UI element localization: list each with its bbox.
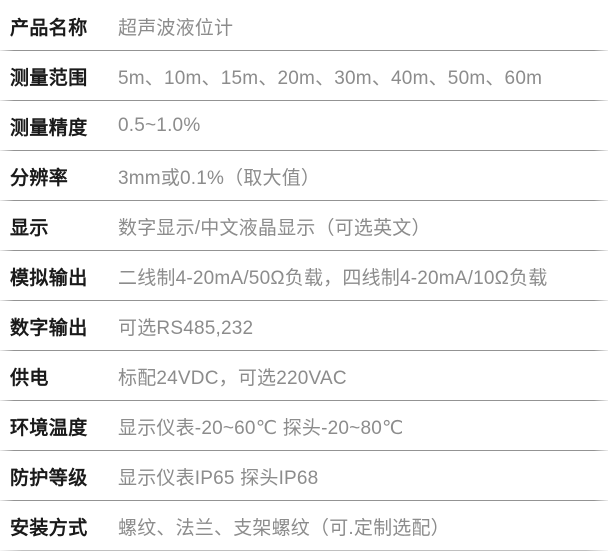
table-row: 产品名称 超声波液位计 — [0, 1, 608, 51]
table-row: 环境温度 显示仪表-20~60℃ 探头-20~80℃ — [0, 401, 608, 451]
table-row: 防护等级 显示仪表IP65 探头IP68 — [0, 451, 608, 501]
spec-label: 显示 — [10, 217, 49, 239]
spec-label: 环境温度 — [10, 417, 88, 439]
spec-label: 产品名称 — [10, 17, 88, 39]
table-row: 安装方式 螺纹、法兰、支架螺纹（可.定制选配） — [0, 501, 608, 551]
spec-value: 标配24VDC，可选220VAC — [118, 367, 347, 389]
spec-value: 二线制4-20mA/50Ω负载，四线制4-20mA/10Ω负载 — [118, 267, 548, 289]
spec-value: 可选RS485,232 — [118, 317, 254, 339]
spec-label: 分辨率 — [10, 167, 69, 189]
spec-label: 模拟输出 — [10, 267, 88, 289]
spec-value: 超声波液位计 — [118, 17, 234, 39]
spec-label: 测量范围 — [10, 67, 88, 89]
spec-value: 显示仪表-20~60℃ 探头-20~80℃ — [118, 417, 404, 439]
spec-label: 测量精度 — [10, 117, 88, 139]
table-row: 测量范围 5m、10m、15m、20m、30m、40m、50m、60m — [0, 51, 608, 101]
spec-value: 显示仪表IP65 探头IP68 — [118, 467, 319, 489]
spec-value: 3mm或0.1%（取大值） — [118, 167, 321, 189]
spec-label: 安装方式 — [10, 517, 88, 539]
table-row: 测量精度 0.5~1.0% — [0, 101, 608, 151]
spec-value: 0.5~1.0% — [118, 115, 201, 136]
spec-label: 防护等级 — [10, 467, 88, 489]
table-row: 供电 标配24VDC，可选220VAC — [0, 351, 608, 401]
spec-label: 供电 — [10, 367, 49, 389]
table-row: 数字输出 可选RS485,232 — [0, 301, 608, 351]
spec-value: 数字显示/中文液晶显示（可选英文） — [118, 217, 431, 239]
spec-label: 数字输出 — [10, 317, 88, 339]
table-row: 模拟输出 二线制4-20mA/50Ω负载，四线制4-20mA/10Ω负载 — [0, 251, 608, 301]
table-row: 显示 数字显示/中文液晶显示（可选英文） — [0, 201, 608, 251]
table-row: 分辨率 3mm或0.1%（取大值） — [0, 151, 608, 201]
spec-value: 5m、10m、15m、20m、30m、40m、50m、60m — [118, 67, 543, 89]
spec-value: 螺纹、法兰、支架螺纹（可.定制选配） — [118, 517, 450, 539]
